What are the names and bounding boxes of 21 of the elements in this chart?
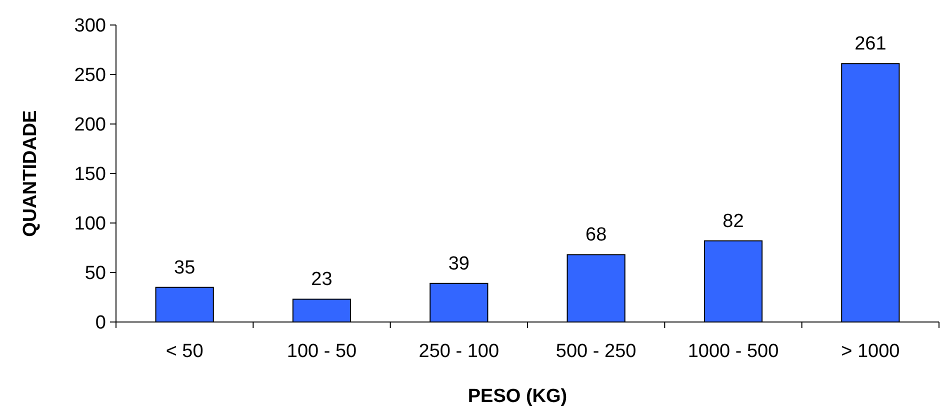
data-label: 68 xyxy=(586,224,607,246)
x-tick-label: 500 - 250 xyxy=(556,341,636,362)
data-label: 261 xyxy=(854,34,886,55)
data-label: 39 xyxy=(448,253,470,274)
x-tick-label: 1000 - 500 xyxy=(688,341,779,362)
y-tick-label: 150 xyxy=(74,164,106,186)
y-tick-label: 50 xyxy=(84,263,106,284)
data-label: 23 xyxy=(311,269,332,290)
x-tick-label: 250 - 100 xyxy=(418,341,500,362)
y-tick-label: 250 xyxy=(74,65,106,86)
x-tick-label: 100 - 50 xyxy=(286,341,357,362)
data-label: 82 xyxy=(722,210,744,232)
y-axis-title: QUANTIDADE xyxy=(20,110,41,237)
x-tick-label: > 1000 xyxy=(841,341,900,362)
y-tick-label: 300 xyxy=(74,16,106,37)
y-tick-label: 200 xyxy=(74,114,106,136)
y-tick-label: 0 xyxy=(95,312,106,334)
x-axis-title: PESO (KG) xyxy=(468,386,568,407)
y-tick-label: 100 xyxy=(74,214,106,235)
x-tick-label: < 50 xyxy=(166,341,204,362)
data-label: 35 xyxy=(174,257,196,278)
